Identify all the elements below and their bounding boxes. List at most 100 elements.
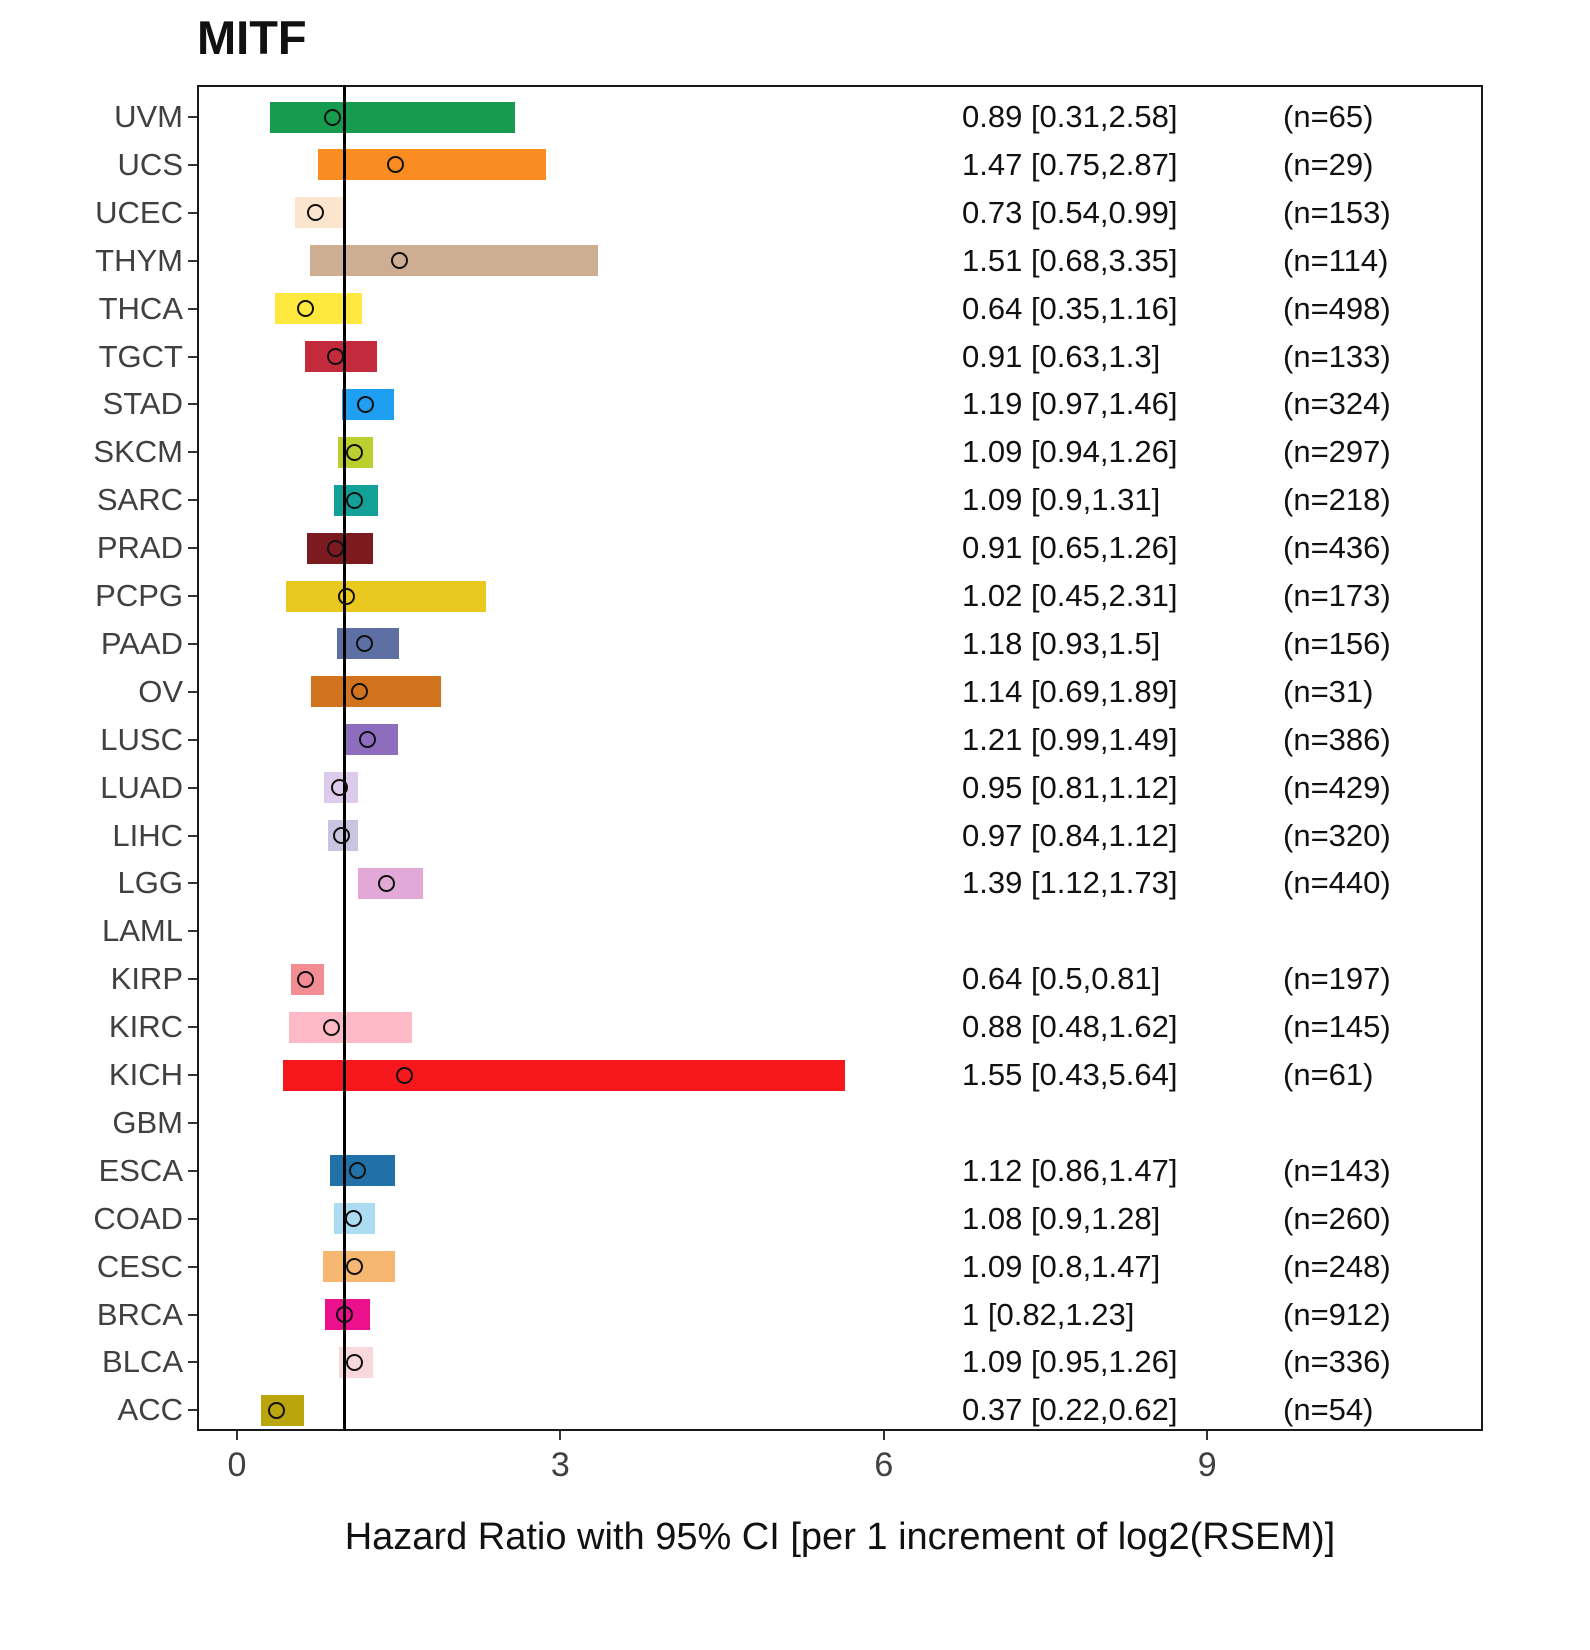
y-axis-label-brca: BRCA xyxy=(96,1296,183,1332)
y-axis-tick-uvm xyxy=(188,116,197,118)
hr-point-lihc xyxy=(333,827,351,844)
n-text-luad: (n=429) xyxy=(1283,769,1391,805)
hr-point-coad xyxy=(344,1210,362,1228)
x-axis-tick-label-6: 6 xyxy=(874,1446,894,1484)
y-axis-tick-kirp xyxy=(188,978,197,981)
hr-ci-text-ucec: 0.73 [0.54,0.99] xyxy=(962,194,1178,230)
n-text-stad: (n=324) xyxy=(1283,386,1391,422)
ci-bar-uvm xyxy=(270,101,516,133)
y-axis-label-luad: LUAD xyxy=(100,769,183,805)
ci-bar-kich xyxy=(283,1059,845,1091)
y-axis-tick-prad xyxy=(188,547,197,550)
hr-ci-text-thca: 0.64 [0.35,1.16] xyxy=(962,290,1178,326)
x-axis-tick-label-0: 0 xyxy=(227,1446,247,1484)
ci-bar-ucs xyxy=(317,149,547,181)
y-axis-tick-lihc xyxy=(188,834,197,837)
n-text-lusc: (n=386) xyxy=(1283,721,1391,757)
hr-ci-text-kich: 1.55 [0.43,5.64] xyxy=(962,1057,1178,1092)
y-axis-tick-acc xyxy=(188,1409,197,1412)
y-axis-label-lusc: LUSC xyxy=(100,721,183,757)
hr-point-kirp xyxy=(297,970,315,988)
hr-ci-text-kirp: 0.64 [0.5,0.81] xyxy=(962,961,1161,997)
hr-point-luad xyxy=(330,779,348,797)
y-axis-label-stad: STAD xyxy=(102,386,183,422)
y-axis-tick-laml xyxy=(188,930,197,933)
n-text-kirp: (n=197) xyxy=(1283,961,1391,997)
y-axis-label-pcpg: PCPG xyxy=(95,578,183,613)
hr-point-ov xyxy=(351,683,369,701)
n-text-thca: (n=498) xyxy=(1283,290,1391,326)
hr-point-ucs xyxy=(386,156,404,174)
n-text-uvm: (n=65) xyxy=(1283,99,1374,134)
n-text-sarc: (n=218) xyxy=(1283,482,1391,518)
y-axis-label-blca: BLCA xyxy=(102,1344,183,1380)
ci-bar-ov xyxy=(311,676,441,708)
hr-ci-text-kirc: 0.88 [0.48,1.62] xyxy=(962,1009,1178,1045)
hr-point-skcm xyxy=(346,443,363,461)
n-text-ucec: (n=153) xyxy=(1283,194,1391,230)
x-axis-tick-label-9: 9 xyxy=(1197,1446,1217,1484)
hr-ci-text-stad: 1.19 [0.97,1.46] xyxy=(962,386,1178,422)
hr-ci-text-coad: 1.08 [0.9,1.28] xyxy=(962,1200,1161,1236)
hr-ci-text-luad: 0.95 [0.81,1.12] xyxy=(962,769,1178,805)
x-axis-tick-6 xyxy=(882,1431,885,1440)
hr-point-ucec xyxy=(307,204,325,222)
hr-point-lgg xyxy=(378,874,396,892)
n-text-lihc: (n=320) xyxy=(1283,817,1391,853)
hr-ci-text-thym: 1.51 [0.68,3.35] xyxy=(962,242,1178,278)
x-axis-tick-label-3: 3 xyxy=(550,1446,570,1484)
y-axis-tick-stad xyxy=(188,403,197,406)
y-axis-label-ucec: UCEC xyxy=(95,194,183,230)
y-axis-label-lgg: LGG xyxy=(117,865,183,901)
hr-ci-text-ucs: 1.47 [0.75,2.87] xyxy=(962,146,1178,182)
y-axis-label-uvm: UVM xyxy=(114,99,183,134)
ci-bar-kirc xyxy=(288,1011,412,1043)
hr-point-blca xyxy=(346,1353,363,1371)
y-axis-tick-lgg xyxy=(188,882,197,885)
hr-point-uvm xyxy=(324,108,342,126)
y-axis-tick-ucs xyxy=(188,163,197,166)
ci-bar-thym xyxy=(310,245,599,277)
y-axis-tick-esca xyxy=(188,1169,197,1172)
hr-ci-text-paad: 1.18 [0.93,1.5] xyxy=(962,625,1161,661)
y-axis-tick-kirc xyxy=(188,1026,197,1029)
hr-point-acc xyxy=(268,1401,286,1419)
y-axis-label-esca: ESCA xyxy=(98,1152,183,1188)
x-axis-tick-3 xyxy=(559,1431,562,1440)
x-axis-title: Hazard Ratio with 95% CI [per 1 incremen… xyxy=(344,1516,1336,1558)
hr-point-thca xyxy=(297,300,315,318)
hr-point-esca xyxy=(349,1162,367,1180)
n-text-paad: (n=156) xyxy=(1283,625,1391,661)
n-text-esca: (n=143) xyxy=(1283,1152,1391,1188)
y-axis-tick-thym xyxy=(188,259,197,262)
y-axis-label-laml: LAML xyxy=(102,913,183,949)
y-axis-tick-sarc xyxy=(188,499,197,502)
hr-point-lusc xyxy=(358,731,376,749)
y-axis-label-paad: PAAD xyxy=(100,625,183,661)
n-text-pcpg: (n=173) xyxy=(1283,578,1391,613)
y-axis-tick-coad xyxy=(188,1217,197,1220)
ci-bar-thca xyxy=(274,293,363,325)
y-axis-label-lihc: LIHC xyxy=(112,817,183,853)
hr-ci-text-esca: 1.12 [0.86,1.47] xyxy=(962,1152,1178,1188)
y-axis-label-prad: PRAD xyxy=(96,530,183,566)
plot-panel xyxy=(197,85,1483,1431)
y-axis-tick-blca xyxy=(188,1361,197,1364)
hr-ci-text-sarc: 1.09 [0.9,1.31] xyxy=(962,482,1161,518)
y-axis-label-cesc: CESC xyxy=(96,1248,183,1284)
hr-point-tgct xyxy=(326,348,344,365)
y-axis-label-sarc: SARC xyxy=(96,482,183,518)
hr-point-kich xyxy=(395,1066,413,1084)
n-text-blca: (n=336) xyxy=(1283,1344,1391,1380)
n-text-ov: (n=31) xyxy=(1283,673,1374,709)
reference-line xyxy=(343,85,347,1431)
y-axis-label-skcm: SKCM xyxy=(93,434,183,470)
y-axis-label-kich: KICH xyxy=(108,1057,183,1092)
y-axis-label-ucs: UCS xyxy=(117,146,183,182)
hr-point-sarc xyxy=(346,491,363,509)
y-axis-tick-luad xyxy=(188,786,197,789)
y-axis-tick-tgct xyxy=(188,355,197,358)
hr-point-paad xyxy=(355,635,373,653)
n-text-ucs: (n=29) xyxy=(1283,146,1374,182)
